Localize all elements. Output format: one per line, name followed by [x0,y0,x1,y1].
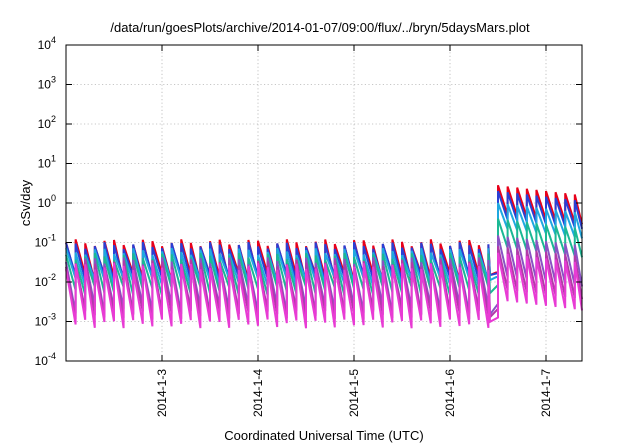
y-tick-label: 100 [38,193,56,210]
y-tick-label: 10-4 [35,351,56,368]
y-tick-label: 103 [38,75,56,92]
x-tick-label: 2014-1-6 [443,369,457,417]
x-tick-label: 2014-1-5 [347,369,361,417]
y-tick-label: 104 [38,35,56,52]
y-tick-label: 102 [38,114,56,131]
x-axis-title: Coordinated Universal Time (UTC) [224,428,423,443]
y-tick-label: 10-3 [35,312,56,329]
y-axis-ticks: 10-4 10-3 10-2 10-1 100 101 102 103 104 [35,35,582,368]
x-tick-label: 2014-1-4 [251,369,265,417]
series-line-7 [65,252,583,329]
x-axis-ticks: 2014-1-3 2014-1-4 2014-1-5 2014-1-6 2014-1-7 [155,45,553,417]
y-tick-label: 10-2 [35,272,56,289]
x-tick-label: 2014-1-7 [539,369,553,417]
y-tick-label: 101 [38,154,56,171]
y-tick-label: 10-1 [35,233,56,250]
x-tick-label: 2014-1-3 [155,369,169,417]
data-series [65,184,583,329]
y-axis-title: cSv/day [18,179,33,226]
chart-title: /data/run/goesPlots/archive/2014-01-07/0… [110,20,530,35]
